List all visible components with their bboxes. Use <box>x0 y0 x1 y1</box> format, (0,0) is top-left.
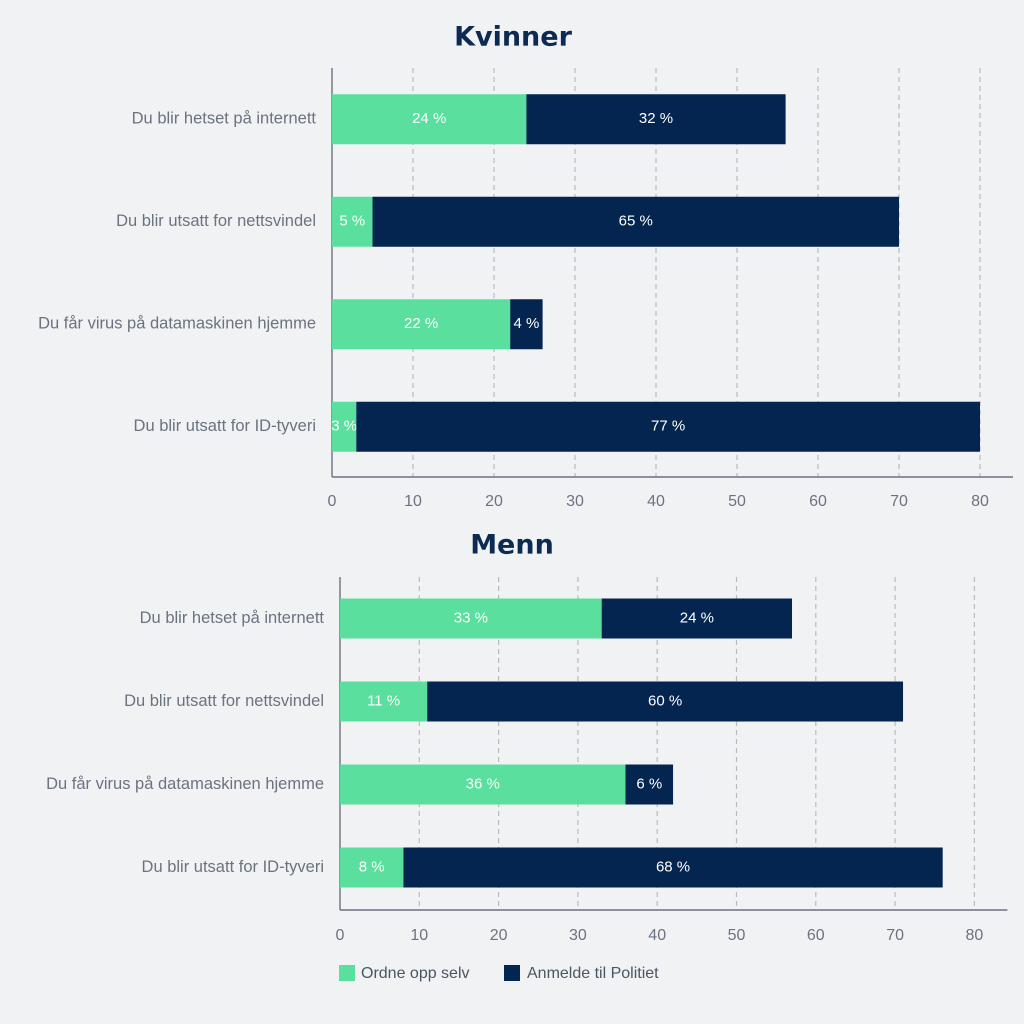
bar-anmelde-til-politiet <box>403 847 943 888</box>
bar-value-label: 22 % <box>404 315 438 332</box>
bar-anmelde-til-politiet <box>625 764 674 805</box>
category-label: Du blir utsatt for ID-tyveri <box>134 417 316 435</box>
bar-anmelde-til-politiet <box>356 401 980 452</box>
bar-ordne-opp-selv <box>340 764 626 805</box>
chart-title: Menn <box>470 530 554 561</box>
category-label: Du blir hetset på internett <box>140 609 325 627</box>
category-label: Du blir utsatt for ID-tyveri <box>142 858 324 876</box>
chart-kvinner: Kvinner 0 10 20 30 40 50 60 70 80 Du blir hetset p… <box>38 22 1013 510</box>
category-label: Du blir utsatt for nettsvindel <box>116 212 316 230</box>
bar-value-label: 5 % <box>339 213 365 230</box>
bar-value-label: 24 % <box>680 609 714 626</box>
x-tick-label: 60 <box>809 493 827 510</box>
category-label: Du får virus på datamaskinen hjemme <box>46 775 324 793</box>
x-tick-label: 40 <box>647 493 665 510</box>
bar-value-label: 4 % <box>513 315 539 332</box>
x-tick-label: 80 <box>966 927 984 944</box>
x-tick-label: 0 <box>336 927 345 944</box>
bar-anmelde-til-politiet <box>526 94 786 145</box>
x-tick-label: 70 <box>890 493 908 510</box>
bar-value-label: 65 % <box>619 213 653 230</box>
x-tick-label: 60 <box>807 927 825 944</box>
x-tick-label: 30 <box>569 927 587 944</box>
bar-value-label: 32 % <box>639 110 673 127</box>
x-tick-label: 50 <box>728 493 746 510</box>
bar-ordne-opp-selv <box>340 681 428 722</box>
category-label: Du blir utsatt for nettsvindel <box>124 692 324 710</box>
x-tick-label: 20 <box>490 927 508 944</box>
x-tick-label: 80 <box>971 493 989 510</box>
bar-anmelde-til-politiet <box>601 598 793 639</box>
bar-value-label: 8 % <box>359 858 385 875</box>
legend: Ordne opp selv Anmelde til Politiet <box>339 965 659 982</box>
bar-ordne-opp-selv <box>332 401 357 452</box>
x-tick-label: 10 <box>404 493 422 510</box>
bar-value-label: 60 % <box>648 692 682 709</box>
bar-value-label: 11 % <box>367 692 400 709</box>
bar-value-label: 77 % <box>651 418 685 435</box>
category-label: Du får virus på datamaskinen hjemme <box>38 315 316 333</box>
legend-label: Anmelde til Politiet <box>527 965 659 982</box>
bar-value-label: 33 % <box>454 609 488 626</box>
bar-ordne-opp-selv <box>332 196 373 247</box>
x-tick-label: 70 <box>886 927 904 944</box>
x-tick-label: 10 <box>410 927 428 944</box>
bar-ordne-opp-selv <box>340 847 404 888</box>
chart-menn: Menn 0 10 20 30 40 50 60 70 80 Du blir hetset på i… <box>46 530 1008 944</box>
chart-title: Kvinner <box>454 22 573 53</box>
x-tick-label: 0 <box>328 493 337 510</box>
bar-value-label: 6 % <box>636 775 662 792</box>
bar-ordne-opp-selv <box>340 598 602 639</box>
category-label: Du blir hetset på internett <box>132 110 317 128</box>
bar-anmelde-til-politiet <box>427 681 904 722</box>
bar-anmelde-til-politiet <box>372 196 899 247</box>
x-tick-label: 20 <box>485 493 503 510</box>
bar-anmelde-til-politiet <box>510 299 543 350</box>
bar-value-label: 3 % <box>331 418 357 435</box>
bar-ordne-opp-selv <box>332 94 527 145</box>
x-tick-label: 40 <box>648 927 666 944</box>
legend-swatch <box>339 965 355 981</box>
x-tick-label: 50 <box>728 927 746 944</box>
bar-value-label: 36 % <box>466 775 500 792</box>
bar-value-label: 68 % <box>656 858 690 875</box>
x-tick-label: 30 <box>566 493 584 510</box>
legend-label: Ordne opp selv <box>361 965 470 982</box>
legend-swatch <box>504 965 520 981</box>
bar-value-label: 24 % <box>412 110 446 127</box>
bar-ordne-opp-selv <box>332 299 511 350</box>
